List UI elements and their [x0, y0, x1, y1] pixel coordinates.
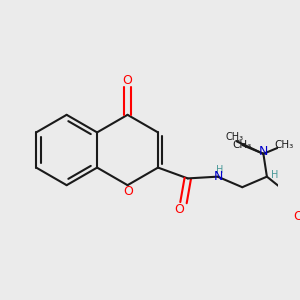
- Text: CH₃: CH₃: [275, 140, 294, 150]
- Text: H: H: [271, 170, 278, 180]
- Text: CH₃: CH₃: [225, 132, 243, 142]
- Text: N: N: [214, 170, 223, 183]
- Text: H: H: [216, 165, 223, 175]
- Text: N: N: [259, 145, 268, 158]
- Text: O: O: [293, 210, 300, 223]
- Text: O: O: [123, 74, 133, 87]
- Text: CH₃: CH₃: [233, 140, 252, 150]
- Text: O: O: [124, 185, 134, 198]
- Text: O: O: [174, 202, 184, 216]
